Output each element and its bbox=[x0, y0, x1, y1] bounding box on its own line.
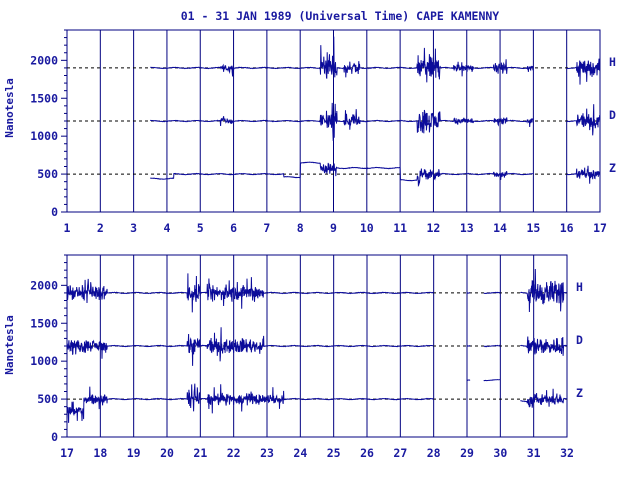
y-tick-label: 0 bbox=[51, 205, 58, 219]
series-label-d: D bbox=[576, 333, 583, 347]
x-tick-label: 19 bbox=[127, 446, 141, 460]
series-label-d: D bbox=[609, 108, 616, 122]
trace-h bbox=[66, 268, 567, 313]
x-tick-label: 15 bbox=[526, 221, 540, 235]
y-tick-label: 1500 bbox=[30, 316, 58, 330]
x-tick-label: 26 bbox=[360, 446, 374, 460]
x-tick-label: 9 bbox=[330, 221, 337, 235]
x-tick-label: 27 bbox=[393, 446, 407, 460]
x-tick-label: 17 bbox=[593, 221, 607, 235]
x-tick-label: 20 bbox=[160, 446, 174, 460]
y-tick-label: 1500 bbox=[30, 91, 58, 105]
x-tick-label: 17 bbox=[60, 446, 74, 460]
x-tick-label: 1 bbox=[64, 221, 71, 235]
x-tick-label: 5 bbox=[197, 221, 204, 235]
y-tick-label: 500 bbox=[37, 392, 58, 406]
y-tick-label: 1000 bbox=[30, 354, 58, 368]
x-tick-label: 16 bbox=[560, 221, 574, 235]
series-label-h: H bbox=[576, 280, 583, 294]
x-tick-label: 10 bbox=[360, 221, 374, 235]
trace-d bbox=[66, 327, 568, 366]
x-tick-label: 28 bbox=[427, 446, 441, 460]
x-tick-label: 23 bbox=[260, 446, 274, 460]
y-tick-label: 2000 bbox=[30, 278, 58, 292]
x-tick-label: 30 bbox=[493, 446, 507, 460]
y-tick-label: 500 bbox=[37, 167, 58, 181]
x-tick-label: 11 bbox=[393, 221, 407, 235]
x-tick-label: 22 bbox=[227, 446, 241, 460]
x-tick-label: 24 bbox=[293, 446, 307, 460]
series-label-z: Z bbox=[609, 161, 616, 175]
x-tick-label: 29 bbox=[460, 446, 474, 460]
x-tick-label: 18 bbox=[93, 446, 107, 460]
y-tick-label: 1000 bbox=[30, 129, 58, 143]
x-tick-label: 8 bbox=[297, 221, 304, 235]
y-tick-label: 2000 bbox=[30, 53, 58, 67]
x-tick-label: 3 bbox=[130, 221, 137, 235]
x-tick-label: 7 bbox=[263, 221, 270, 235]
trace-z bbox=[66, 379, 568, 423]
x-tick-label: 4 bbox=[163, 221, 170, 235]
chart-title: 01 - 31 JAN 1989 (Universal Time) CAPE K… bbox=[181, 9, 500, 23]
panel-1: 1 2 3 4 5 6 7 8 9 10 11 12 13 14 15 16 17050010001500200… bbox=[30, 29, 616, 235]
x-tick-label: 13 bbox=[460, 221, 474, 235]
trace-z bbox=[150, 161, 601, 187]
y-tick-label: 0 bbox=[51, 430, 58, 444]
trace-d bbox=[149, 102, 601, 141]
x-tick-label: 31 bbox=[527, 446, 541, 460]
x-tick-label: 12 bbox=[427, 221, 441, 235]
x-tick-label: 32 bbox=[560, 446, 574, 460]
trace-h bbox=[150, 36, 601, 85]
series-label-h: H bbox=[609, 55, 616, 69]
x-tick-label: 2 bbox=[97, 221, 104, 235]
panel-2: 17 18 19 20 21 22 23 24 25 26 27 28 29 30 31 32 0 500 1000… bbox=[30, 254, 583, 460]
series-label-z: Z bbox=[576, 386, 583, 400]
x-tick-label: 21 bbox=[193, 446, 207, 460]
x-tick-label: 14 bbox=[493, 221, 507, 235]
y-axis-label-bottom: Nanotesla bbox=[3, 315, 16, 375]
x-tick-label: 25 bbox=[327, 446, 341, 460]
x-tick-label: 6 bbox=[230, 221, 237, 235]
y-axis-label-top: Nanotesla bbox=[3, 78, 16, 138]
